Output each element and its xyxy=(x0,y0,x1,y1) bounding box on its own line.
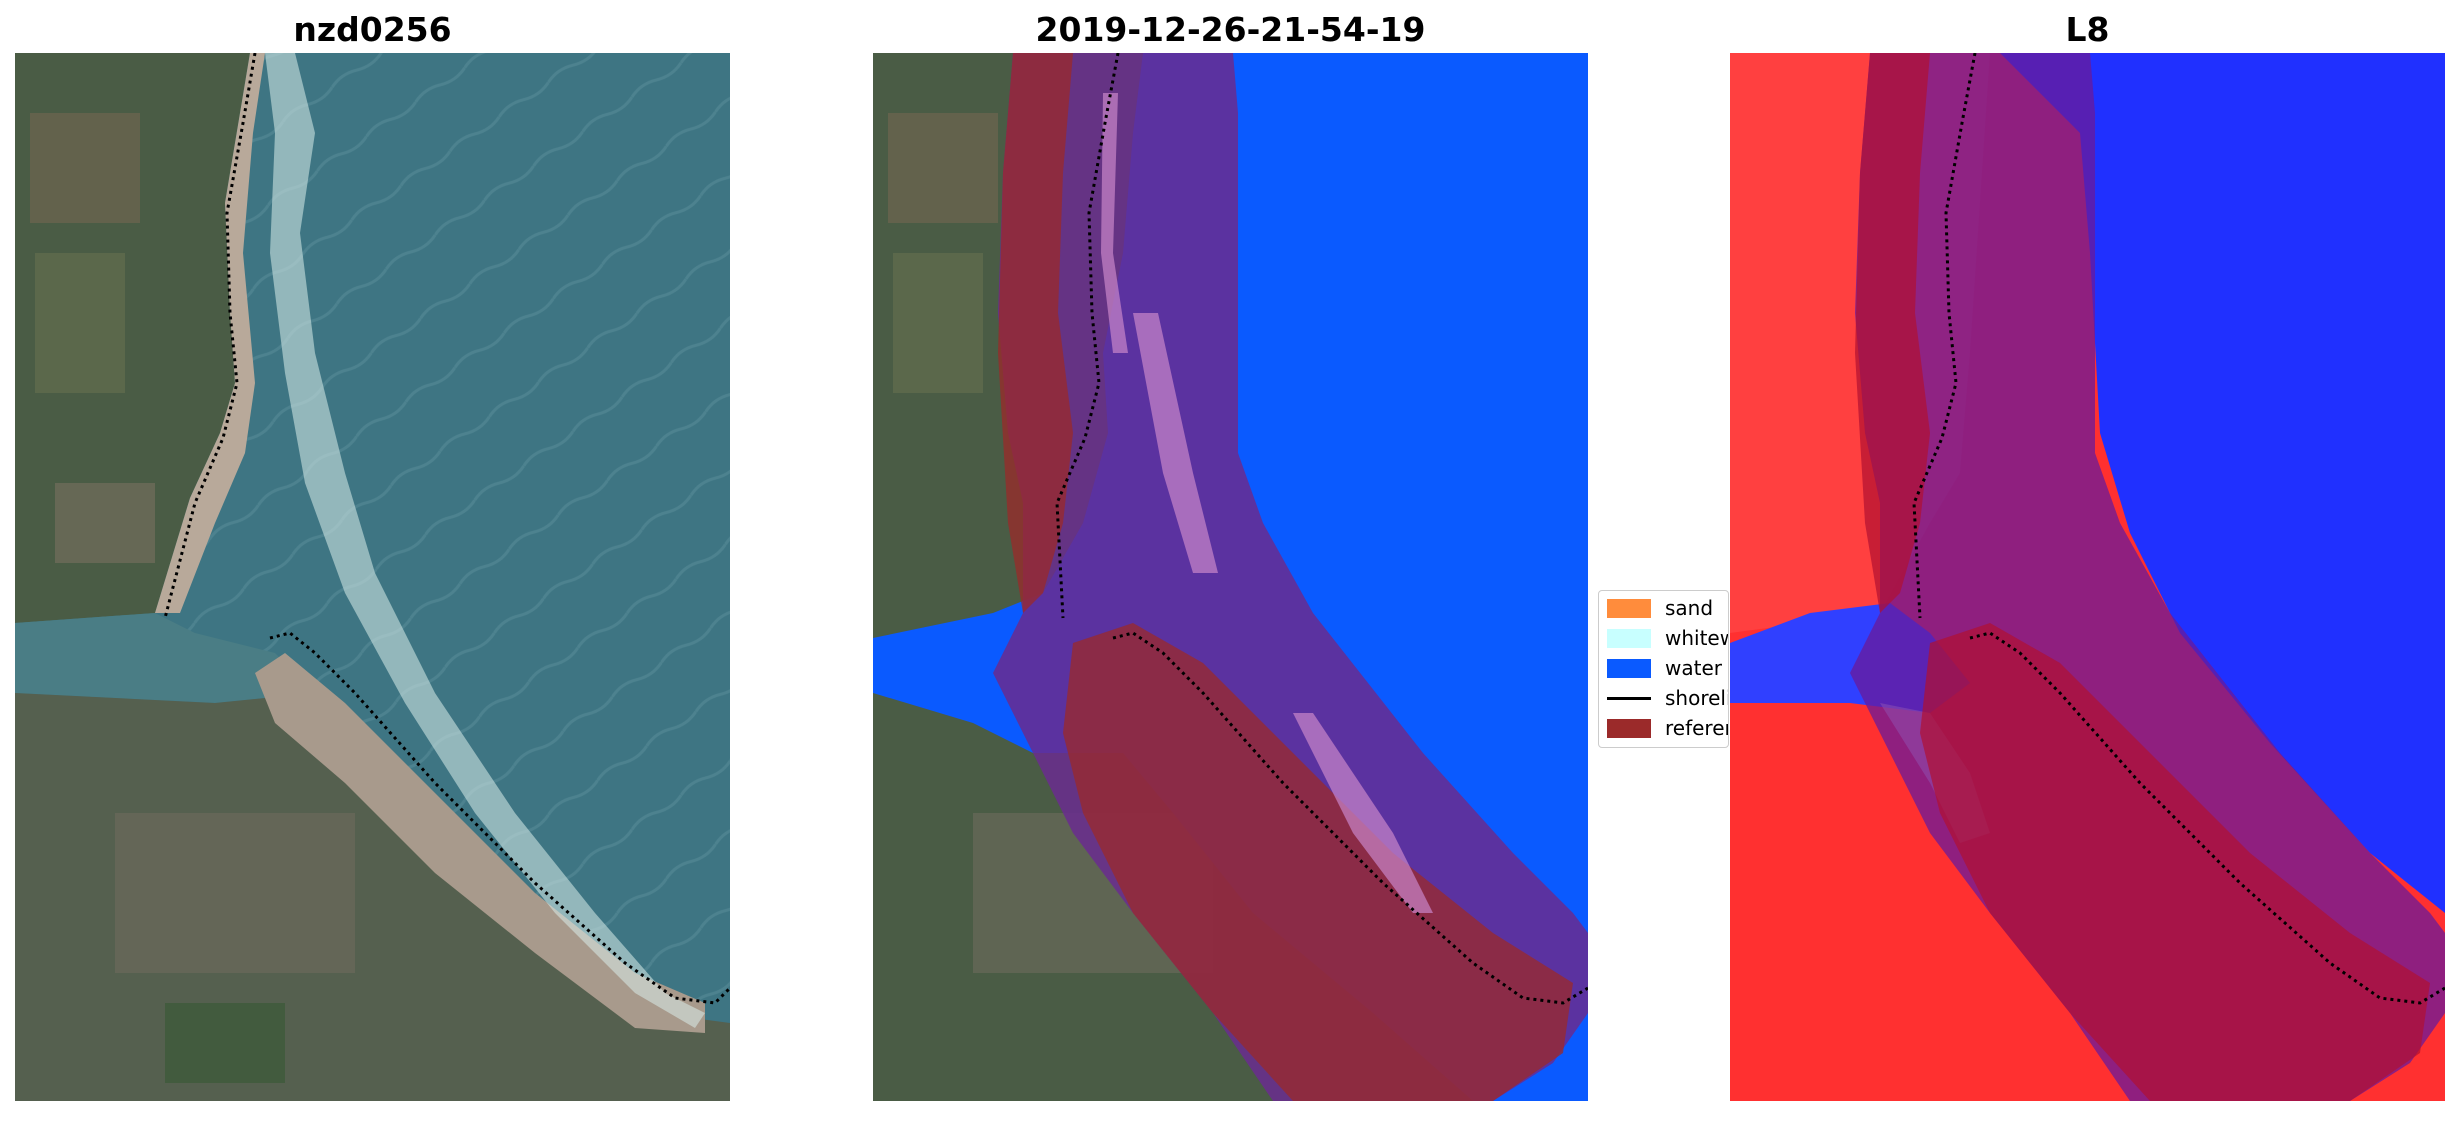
legend-item-reference: reference xyxy=(1607,715,1728,741)
panel-title-index: L8 xyxy=(2065,10,2110,49)
legend-item-sand: sand xyxy=(1607,595,1713,621)
classified-image xyxy=(873,53,1588,1101)
index-image xyxy=(1730,53,2445,1101)
panel-title-rgb: nzd0256 xyxy=(293,10,452,49)
rgb-satellite-image xyxy=(15,53,730,1101)
legend-swatch-shoreline xyxy=(1607,696,1651,700)
legend-swatch-whitewater xyxy=(1607,628,1651,648)
shoreline-line xyxy=(163,53,730,1005)
legend-item-water: water xyxy=(1607,655,1722,681)
index-panel xyxy=(1730,53,2445,1101)
panel-title-classification: 2019-12-26-21-54-19 xyxy=(1035,10,1426,49)
legend-item-shoreline: shoreline xyxy=(1607,685,1728,711)
classification-panel xyxy=(873,53,1588,1101)
legend-swatch-sand xyxy=(1607,598,1651,618)
legend-swatch-water xyxy=(1607,658,1651,678)
rgb-image-panel xyxy=(15,53,730,1101)
legend-swatch-reference xyxy=(1607,718,1651,738)
